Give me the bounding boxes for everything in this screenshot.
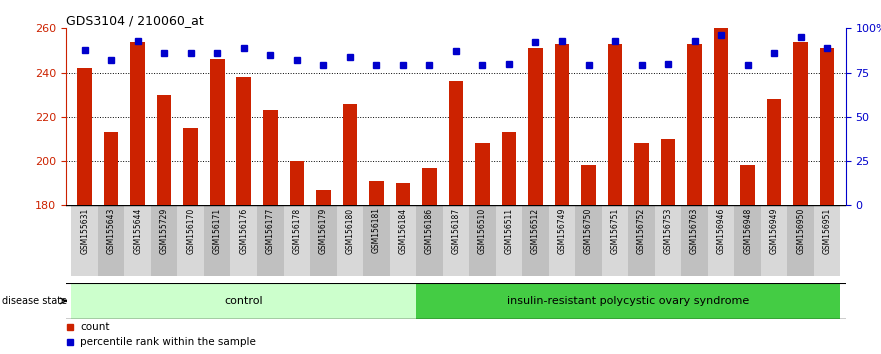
Bar [396, 183, 411, 205]
Bar [98, 205, 124, 276]
Text: GSM156511: GSM156511 [505, 207, 514, 253]
Bar [735, 205, 761, 276]
Text: GSM156751: GSM156751 [611, 207, 619, 254]
Bar [157, 95, 172, 205]
Text: GSM156950: GSM156950 [796, 207, 805, 254]
Text: GSM156177: GSM156177 [266, 207, 275, 254]
FancyBboxPatch shape [416, 283, 840, 319]
Text: insulin-resistant polycystic ovary syndrome: insulin-resistant polycystic ovary syndr… [507, 296, 750, 306]
Text: GSM156170: GSM156170 [186, 207, 196, 254]
Bar [820, 48, 834, 205]
Text: GSM156186: GSM156186 [425, 207, 434, 253]
Bar [575, 205, 602, 276]
Bar [470, 205, 496, 276]
Bar [475, 143, 490, 205]
Bar [257, 205, 284, 276]
Text: GSM156951: GSM156951 [823, 207, 832, 254]
Text: control: control [225, 296, 263, 306]
Bar [661, 139, 676, 205]
Bar [794, 42, 808, 205]
Text: GSM155729: GSM155729 [159, 207, 168, 254]
Text: GSM155643: GSM155643 [107, 207, 115, 254]
Bar [78, 68, 92, 205]
Bar [549, 205, 575, 276]
Bar [681, 205, 707, 276]
Bar [422, 168, 437, 205]
Bar [634, 143, 648, 205]
Bar [210, 59, 225, 205]
Text: GSM156753: GSM156753 [663, 207, 672, 254]
Bar [448, 81, 463, 205]
Bar [204, 205, 231, 276]
Bar [104, 132, 118, 205]
Text: GSM155644: GSM155644 [133, 207, 142, 254]
Text: GSM155631: GSM155631 [80, 207, 89, 254]
Bar [231, 205, 257, 276]
Bar [766, 99, 781, 205]
Text: disease state: disease state [2, 296, 67, 306]
Text: GSM156946: GSM156946 [716, 207, 726, 254]
Bar [343, 104, 357, 205]
Text: GSM156949: GSM156949 [770, 207, 779, 254]
Bar [522, 205, 549, 276]
Bar [814, 205, 840, 276]
Bar [316, 190, 330, 205]
Text: GSM156181: GSM156181 [372, 207, 381, 253]
Bar [416, 205, 442, 276]
Text: GSM156187: GSM156187 [451, 207, 461, 253]
Bar [707, 205, 735, 276]
Text: GSM156750: GSM156750 [584, 207, 593, 254]
Bar [555, 44, 569, 205]
Bar [761, 205, 788, 276]
Bar [369, 181, 383, 205]
Bar [602, 205, 628, 276]
Bar [655, 205, 681, 276]
Bar [740, 166, 755, 205]
Bar [290, 161, 304, 205]
Bar [151, 205, 177, 276]
Bar [124, 205, 151, 276]
Text: GSM156184: GSM156184 [398, 207, 407, 253]
Bar [687, 44, 702, 205]
Bar [71, 205, 98, 276]
Text: GSM156512: GSM156512 [531, 207, 540, 253]
Bar [628, 205, 655, 276]
Text: GSM156179: GSM156179 [319, 207, 328, 254]
Bar [183, 128, 198, 205]
FancyBboxPatch shape [71, 283, 416, 319]
Bar [389, 205, 416, 276]
Bar [263, 110, 278, 205]
Bar [501, 132, 516, 205]
Bar [442, 205, 470, 276]
Text: GSM156180: GSM156180 [345, 207, 354, 253]
Bar [363, 205, 389, 276]
Bar [130, 42, 145, 205]
Text: GSM156763: GSM156763 [690, 207, 700, 254]
Text: GSM156176: GSM156176 [240, 207, 248, 254]
Bar [177, 205, 204, 276]
Text: GDS3104 / 210060_at: GDS3104 / 210060_at [66, 14, 204, 27]
Text: GSM156510: GSM156510 [478, 207, 487, 254]
Bar [581, 166, 596, 205]
Text: GSM156948: GSM156948 [744, 207, 752, 254]
Text: GSM156171: GSM156171 [212, 207, 222, 253]
Bar [236, 77, 251, 205]
Bar [496, 205, 522, 276]
Text: GSM156752: GSM156752 [637, 207, 646, 254]
Text: GSM156749: GSM156749 [558, 207, 566, 254]
Bar [714, 26, 729, 205]
Bar [788, 205, 814, 276]
Text: count: count [80, 321, 109, 332]
Bar [337, 205, 363, 276]
Bar [529, 48, 543, 205]
Bar [608, 44, 622, 205]
Text: GSM156178: GSM156178 [292, 207, 301, 253]
Bar [310, 205, 337, 276]
Bar [284, 205, 310, 276]
Text: percentile rank within the sample: percentile rank within the sample [80, 337, 256, 348]
